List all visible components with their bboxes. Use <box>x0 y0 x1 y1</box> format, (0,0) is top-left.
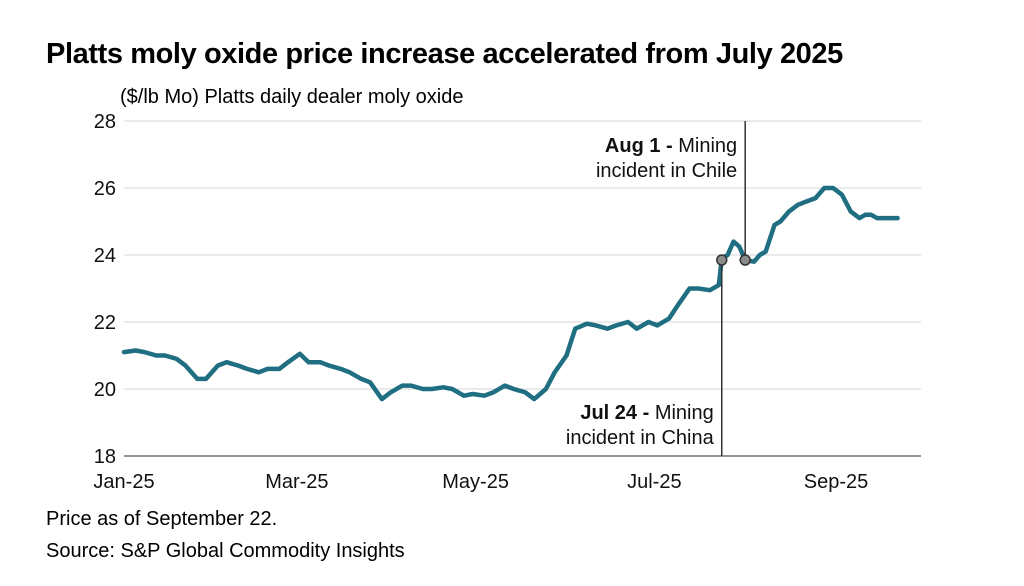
y-tick-label-28: 28 <box>94 111 116 133</box>
y-tick-label-26: 26 <box>94 178 116 200</box>
price-series-line-0 <box>121 185 900 402</box>
annotation-label-line2-chile: incident in Chile <box>596 160 737 182</box>
chart-title: Platts moly oxide price increase acceler… <box>46 38 843 70</box>
annotation-event-china: Mining <box>649 402 713 424</box>
annotations: Jul 24 - Mining incident in China Aug 1 - … <box>566 121 751 456</box>
x-tick-label-jul-25: Jul-25 <box>627 471 681 493</box>
source-credit: Source: S&P Global Commodity Insights <box>46 540 405 562</box>
x-axis-ticks: Jan-25 Mar-25 May-25 Jul-25 Sep-25 <box>93 471 868 493</box>
x-tick-label-may-25: May-25 <box>442 471 509 493</box>
annotation-marker-china <box>716 254 728 266</box>
price-date-note: Price as of September 22. <box>46 508 278 530</box>
x-tick-label-jan-25: Jan-25 <box>93 471 154 493</box>
grid-lines <box>124 120 921 457</box>
x-tick-label-mar-25: Mar-25 <box>265 471 328 493</box>
annotation-event-chile: Mining <box>673 135 737 157</box>
annotation-label-china: Jul 24 - Mining <box>580 402 713 424</box>
y-tick-label-18: 18 <box>94 446 116 468</box>
annotation-label-line2-china: incident in China <box>566 427 715 449</box>
y-tick-label-22: 22 <box>94 312 116 334</box>
annotation-date-china: Jul 24 - <box>580 402 649 424</box>
series-layer <box>121 185 900 402</box>
x-tick-label-sep-25: Sep-25 <box>804 471 869 493</box>
annotation-date-chile: Aug 1 - <box>605 135 673 157</box>
annotation-marker-chile <box>739 254 751 266</box>
y-axis-unit-label: ($/lb Mo) Platts daily dealer moly oxide <box>120 86 464 108</box>
y-tick-label-20: 20 <box>94 379 116 401</box>
y-axis-ticks: 18 20 22 24 26 28 <box>94 111 116 468</box>
y-tick-label-24: 24 <box>94 245 116 267</box>
annotation-label-chile: Aug 1 - Mining <box>605 135 737 157</box>
